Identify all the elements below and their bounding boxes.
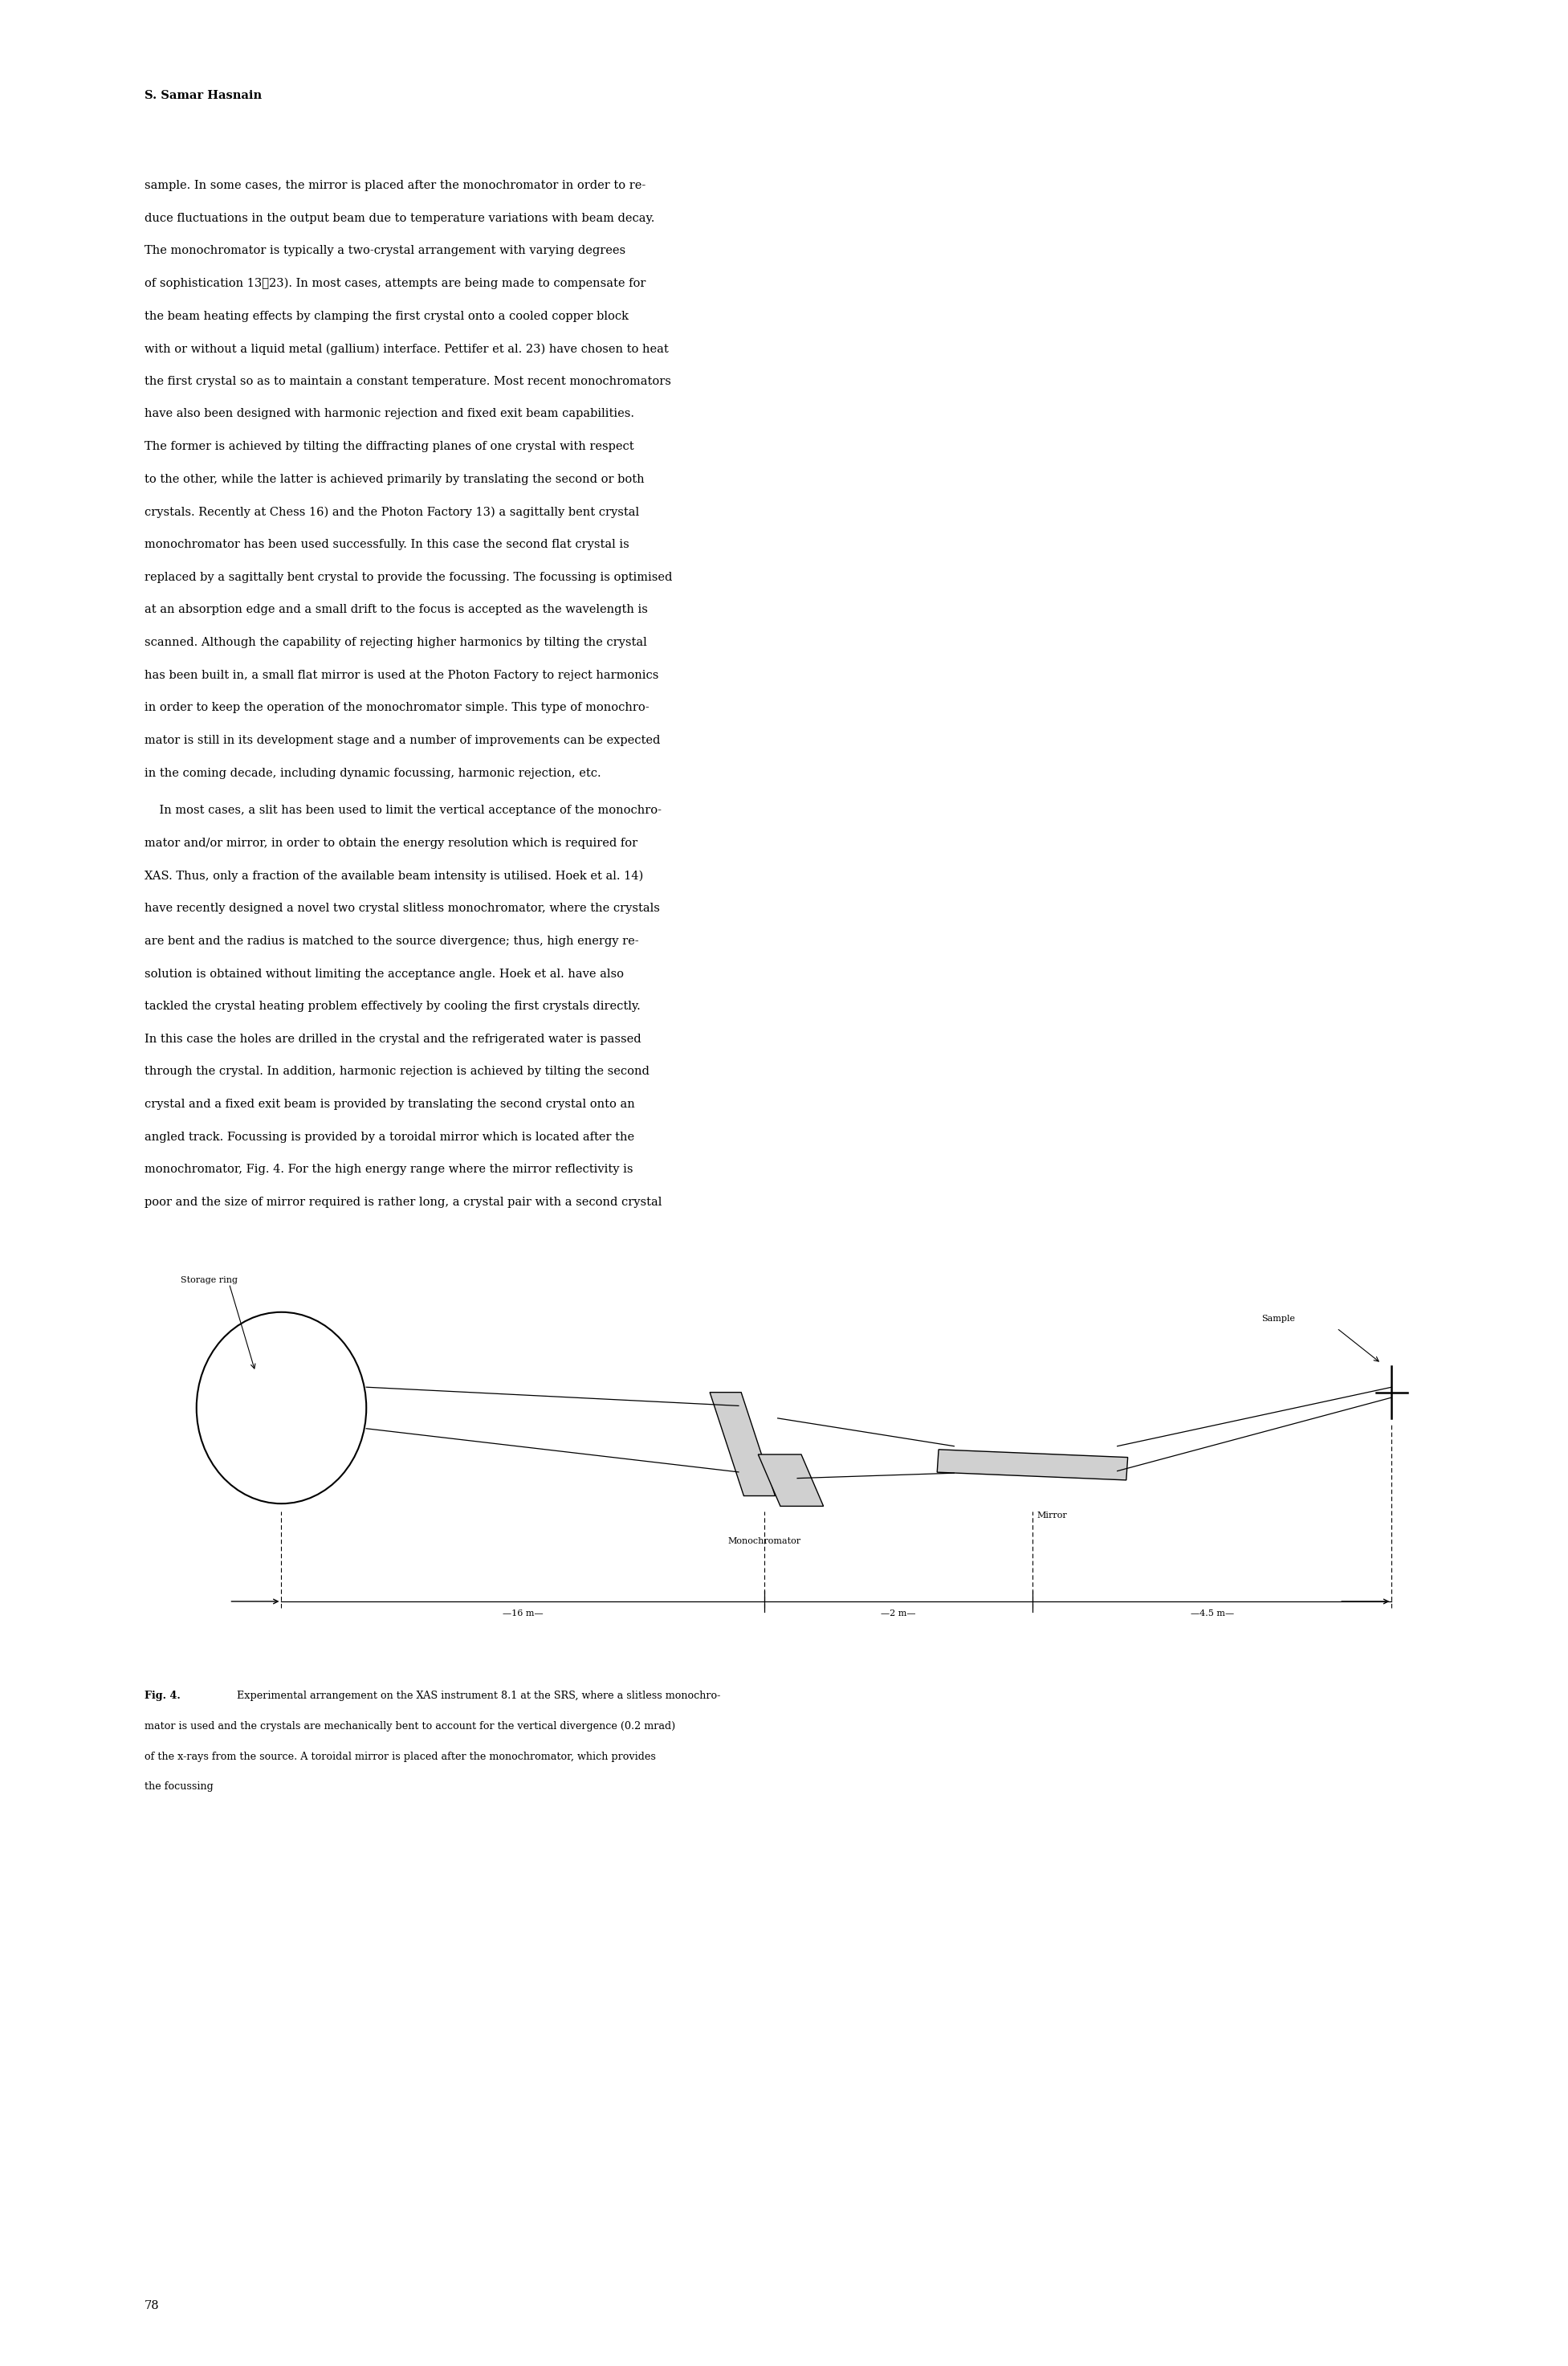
- Polygon shape: [710, 1391, 775, 1495]
- Text: In most cases, a slit has been used to limit the vertical acceptance of the mono: In most cases, a slit has been used to l…: [144, 804, 662, 816]
- Text: The monochromator is typically a two-crystal arrangement with varying degrees: The monochromator is typically a two-cry…: [144, 246, 626, 256]
- Text: Experimental arrangement on the XAS instrument 8.1 at the SRS, where a slitless : Experimental arrangement on the XAS inst…: [234, 1692, 720, 1701]
- Text: have recently designed a novel two crystal slitless monochromator, where the cry: have recently designed a novel two cryst…: [144, 904, 660, 913]
- Text: of the x-rays from the source. A toroidal mirror is placed after the monochromat: of the x-rays from the source. A toroida…: [144, 1751, 655, 1763]
- Text: monochromator has been used successfully. In this case the second flat crystal i: monochromator has been used successfully…: [144, 539, 629, 551]
- Text: sample. In some cases, the mirror is placed after the monochromator in order to : sample. In some cases, the mirror is pla…: [144, 180, 646, 192]
- Text: Fig. 4.: Fig. 4.: [144, 1692, 180, 1701]
- Text: the first crystal so as to maintain a constant temperature. Most recent monochro: the first crystal so as to maintain a co…: [144, 376, 671, 388]
- Text: of sophistication 13⁲23). In most cases, attempts are being made to compensate f: of sophistication 13⁲23). In most cases,…: [144, 277, 646, 289]
- Text: to the other, while the latter is achieved primarily by translating the second o: to the other, while the latter is achiev…: [144, 473, 644, 485]
- Text: at an absorption edge and a small drift to the focus is accepted as the waveleng: at an absorption edge and a small drift …: [144, 603, 648, 615]
- Text: scanned. Although the capability of rejecting higher harmonics by tilting the cr: scanned. Although the capability of reje…: [144, 636, 646, 648]
- Text: have also been designed with harmonic rejection and fixed exit beam capabilities: have also been designed with harmonic re…: [144, 409, 633, 419]
- Text: replaced by a sagittally bent crystal to provide the focussing. The focussing is: replaced by a sagittally bent crystal to…: [144, 573, 673, 582]
- Text: mator is used and the crystals are mechanically bent to account for the vertical: mator is used and the crystals are mecha…: [144, 1720, 676, 1732]
- Text: are bent and the radius is matched to the source divergence; thus, high energy r: are bent and the radius is matched to th…: [144, 935, 638, 946]
- Text: crystals. Recently at Chess 16) and the Photon Factory 13) a sagittally bent cry: crystals. Recently at Chess 16) and the …: [144, 506, 638, 518]
- Text: in order to keep the operation of the monochromator simple. This type of monochr: in order to keep the operation of the mo…: [144, 703, 649, 715]
- Text: the focussing: the focussing: [144, 1782, 213, 1791]
- Text: angled track. Focussing is provided by a toroidal mirror which is located after : angled track. Focussing is provided by a…: [144, 1131, 633, 1143]
- Text: Mirror: Mirror: [1036, 1512, 1068, 1519]
- Text: crystal and a fixed exit beam is provided by translating the second crystal onto: crystal and a fixed exit beam is provide…: [144, 1098, 635, 1110]
- Text: monochromator, Fig. 4. For the high energy range where the mirror reflectivity i: monochromator, Fig. 4. For the high ener…: [144, 1164, 633, 1176]
- Text: Monochromator: Monochromator: [728, 1538, 801, 1545]
- Text: through the crystal. In addition, harmonic rejection is achieved by tilting the : through the crystal. In addition, harmon…: [144, 1067, 649, 1077]
- Text: mator is still in its development stage and a number of improvements can be expe: mator is still in its development stage …: [144, 736, 660, 745]
- Text: poor and the size of mirror required is rather long, a crystal pair with a secon: poor and the size of mirror required is …: [144, 1197, 662, 1209]
- Text: has been built in, a small flat mirror is used at the Photon Factory to reject h: has been built in, a small flat mirror i…: [144, 670, 659, 681]
- Text: XAS. Thus, only a fraction of the available beam intensity is utilised. Hoek et : XAS. Thus, only a fraction of the availa…: [144, 871, 643, 883]
- Text: 78: 78: [144, 2300, 160, 2312]
- Text: the beam heating effects by clamping the first crystal onto a cooled copper bloc: the beam heating effects by clamping the…: [144, 310, 629, 322]
- Text: —4.5 m—: —4.5 m—: [1190, 1609, 1234, 1618]
- Text: S. Samar Hasnain: S. Samar Hasnain: [144, 90, 262, 102]
- Text: Storage ring: Storage ring: [180, 1275, 238, 1285]
- Text: In this case the holes are drilled in the crystal and the refrigerated water is : In this case the holes are drilled in th…: [144, 1034, 641, 1046]
- Text: solution is obtained without limiting the acceptance angle. Hoek et al. have als: solution is obtained without limiting th…: [144, 968, 624, 980]
- Text: duce fluctuations in the output beam due to temperature variations with beam dec: duce fluctuations in the output beam due…: [144, 213, 654, 225]
- Text: Sample: Sample: [1261, 1315, 1295, 1323]
- Text: in the coming decade, including dynamic focussing, harmonic rejection, etc.: in the coming decade, including dynamic …: [144, 767, 601, 778]
- Text: The former is achieved by tilting the diffracting planes of one crystal with res: The former is achieved by tilting the di…: [144, 440, 633, 452]
- Text: with or without a liquid metal (gallium) interface. Pettifer et al. 23) have cho: with or without a liquid metal (gallium)…: [144, 343, 668, 355]
- Text: —16 m—: —16 m—: [503, 1609, 544, 1618]
- Polygon shape: [938, 1450, 1127, 1481]
- Text: —2 m—: —2 m—: [881, 1609, 916, 1618]
- Text: mator and/or mirror, in order to obtain the energy resolution which is required : mator and/or mirror, in order to obtain …: [144, 838, 637, 849]
- Text: tackled the crystal heating problem effectively by cooling the first crystals di: tackled the crystal heating problem effe…: [144, 1001, 640, 1013]
- Polygon shape: [759, 1455, 823, 1507]
